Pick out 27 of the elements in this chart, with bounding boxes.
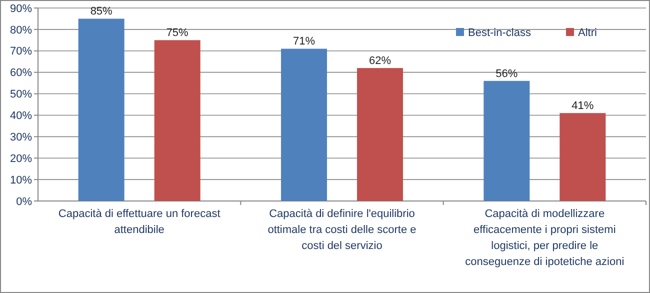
- y-tick-label: 0%: [16, 196, 32, 208]
- y-tick-label: 30%: [10, 132, 32, 144]
- data-label: 41%: [572, 100, 594, 112]
- y-tick-label: 50%: [10, 88, 32, 101]
- y-tick-label: 40%: [10, 110, 32, 122]
- data-label: 56%: [496, 68, 518, 80]
- x-tick-label: Capacità di modellizzare efficacemente i propri sistemi logistici, per predire le conseguenze di ipotetiche azioni: [465, 208, 624, 268]
- y-tick-label: 70%: [10, 46, 32, 58]
- bar: [78, 18, 124, 201]
- bar: [154, 40, 200, 201]
- y-tick-label: 80%: [10, 24, 32, 36]
- bar: [357, 68, 403, 201]
- legend-label: Altri: [578, 27, 597, 39]
- data-label: 62%: [368, 55, 392, 68]
- y-tick-label: 10%: [10, 174, 32, 186]
- bar: [560, 113, 606, 201]
- legend-label: Best-in-class: [468, 27, 532, 39]
- x-tick-label: Capacità di definire l'equilibrio ottimale tra costi delle scorte e costi del servizio: [268, 208, 416, 252]
- y-tick-label: 20%: [10, 152, 32, 165]
- bar: [281, 48, 327, 201]
- y-tick-label: 60%: [10, 67, 32, 80]
- data-label: 85%: [90, 6, 113, 18]
- data-label: 71%: [292, 36, 316, 48]
- bar: [484, 80, 530, 201]
- data-label: 75%: [166, 27, 189, 40]
- y-tick-label: 90%: [10, 2, 32, 15]
- x-tick-label: Capacità di effettuare un forecast attendibile: [58, 208, 220, 236]
